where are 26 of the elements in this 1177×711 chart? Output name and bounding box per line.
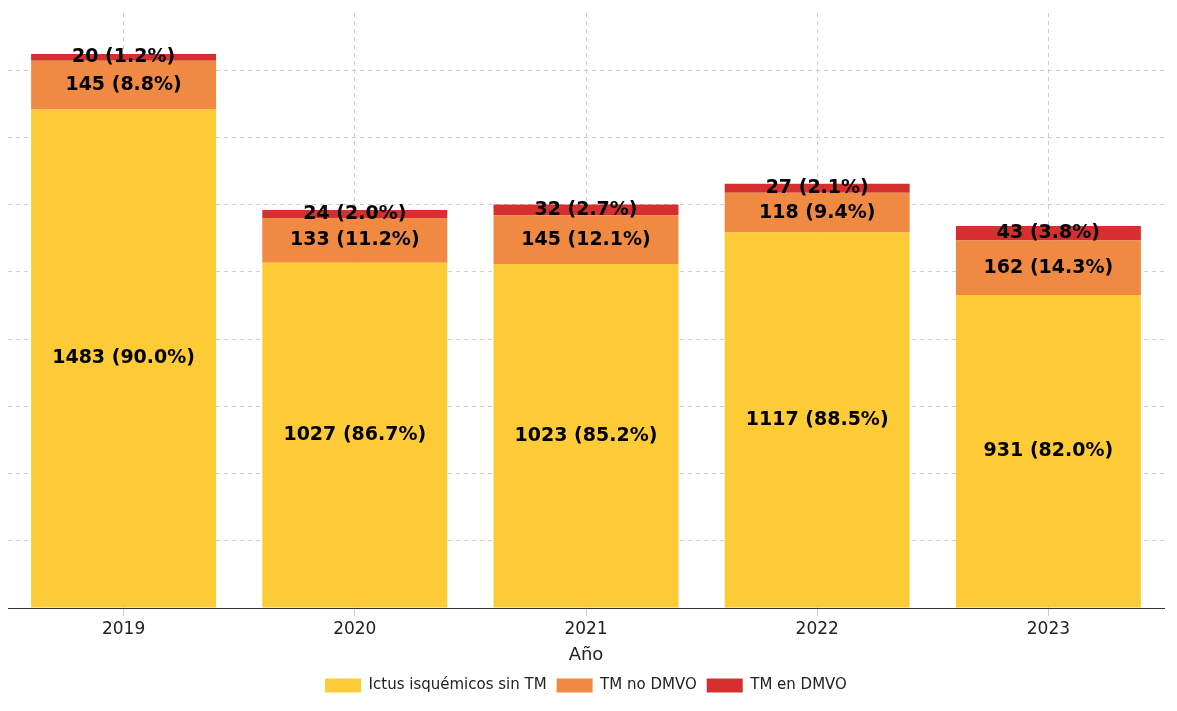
bar — [262, 262, 448, 608]
legend-label: Ictus isquémicos sin TM — [368, 675, 547, 694]
data-label: 145 (12.1%) — [521, 226, 651, 249]
data-label: 931 (82.0%) — [983, 438, 1114, 461]
data-label: 133 (11.2%) — [290, 227, 420, 250]
data-label: 1023 (85.2%) — [514, 422, 658, 445]
data-label: 118 (9.4%) — [759, 199, 876, 222]
x-tick-label: 2023 — [1026, 617, 1071, 638]
bar — [955, 295, 1141, 608]
x-axis-title: Año — [568, 642, 604, 664]
data-label: 1483 (90.0%) — [52, 345, 195, 368]
x-tick-label: 2019 — [101, 617, 146, 638]
data-label: 43 (3.8%) — [996, 220, 1100, 243]
bar — [493, 264, 679, 608]
x-tick-label: 2020 — [333, 617, 377, 638]
data-label: 32 (2.7%) — [534, 196, 638, 219]
data-label: 1117 (88.5%) — [745, 406, 889, 429]
data-label: 162 (14.3%) — [983, 254, 1114, 277]
bar — [31, 109, 217, 608]
x-tick-label: 2022 — [795, 617, 839, 638]
data-label: 1027 (86.7%) — [283, 422, 427, 445]
legend-label: TM no DMVO — [599, 675, 697, 694]
x-tick-label: 2021 — [564, 617, 608, 638]
legend-label: TM en DMVO — [749, 675, 847, 694]
data-label: 145 (8.8%) — [65, 72, 182, 95]
bar — [724, 232, 910, 608]
